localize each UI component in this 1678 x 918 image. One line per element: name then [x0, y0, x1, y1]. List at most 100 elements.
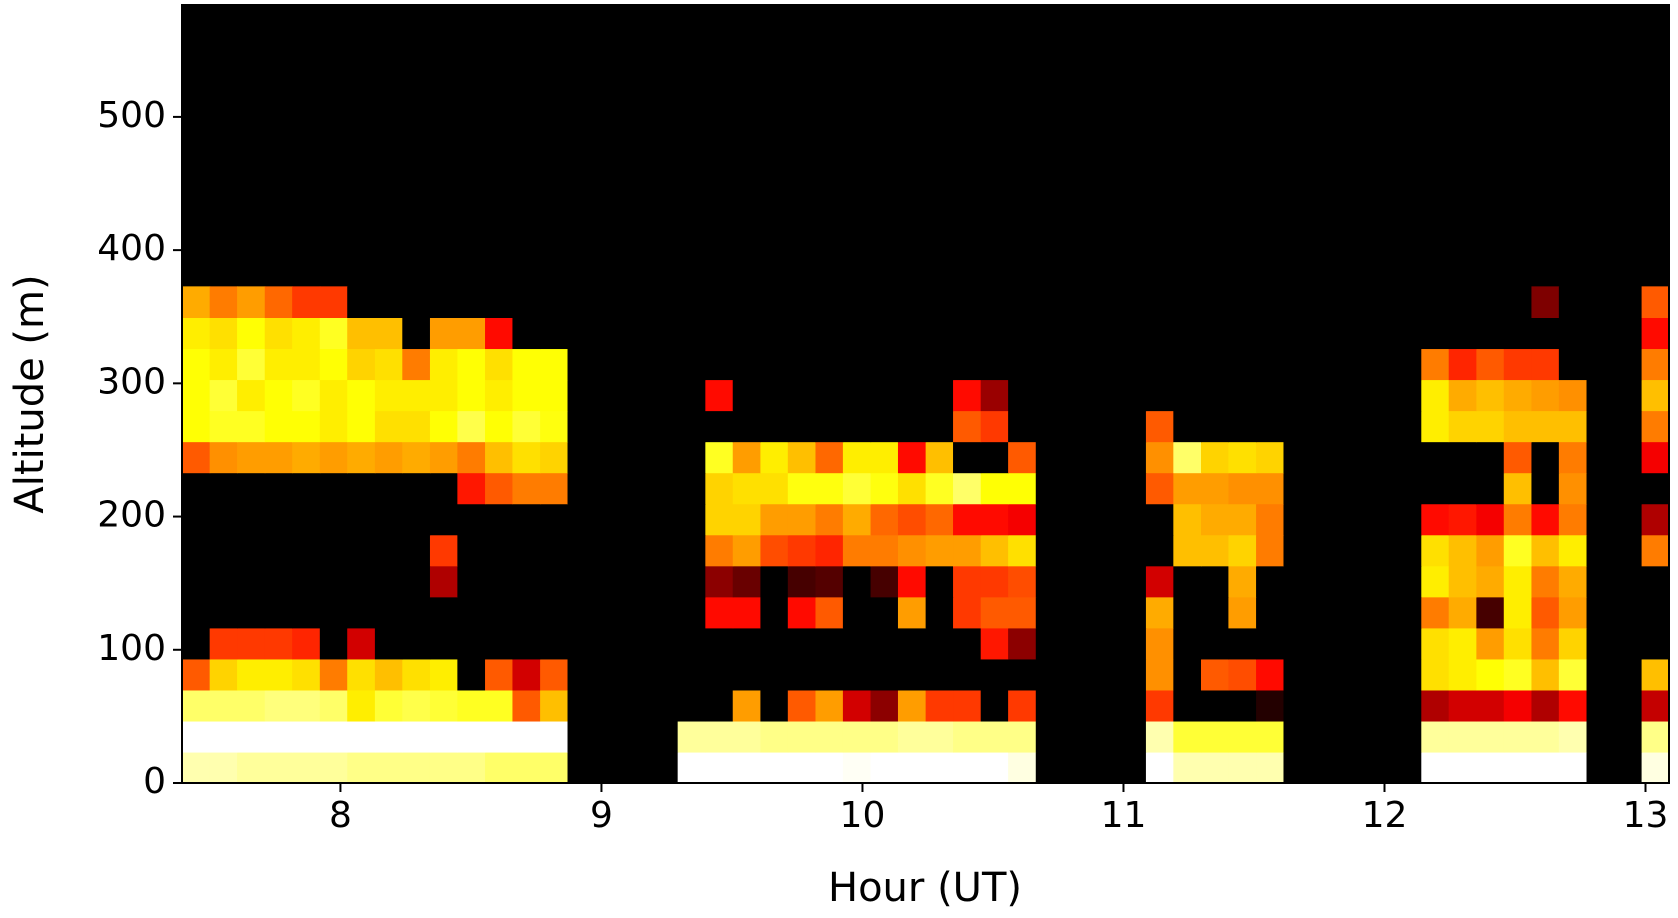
heatmap-cell	[567, 720, 596, 753]
heatmap-cell	[1063, 596, 1092, 629]
heatmap-cell	[1173, 410, 1202, 443]
heatmap-cell	[1641, 410, 1670, 443]
heatmap-cell	[209, 565, 238, 598]
heatmap-cell	[1228, 317, 1257, 350]
heatmap-cell	[1145, 720, 1174, 753]
heatmap-cell	[347, 348, 376, 381]
heatmap-cell	[1586, 565, 1615, 598]
heatmap-cell	[1201, 689, 1230, 722]
heatmap-cell	[732, 534, 762, 567]
heatmap-cell	[760, 472, 789, 505]
heatmap-cell	[1201, 410, 1230, 443]
heatmap-cell	[1558, 689, 1588, 722]
heatmap-cell	[622, 503, 651, 536]
heatmap-cell	[1090, 317, 1119, 350]
heatmap-cell	[512, 689, 541, 722]
heatmap-cell	[347, 534, 376, 567]
heatmap-cell	[1145, 503, 1174, 536]
heatmap-cell	[705, 286, 734, 318]
heatmap-cell	[347, 596, 376, 629]
heatmap-cell	[622, 720, 651, 753]
heatmap-cell	[925, 472, 954, 505]
heatmap-cell	[1613, 689, 1643, 722]
heatmap-cell	[1586, 286, 1615, 318]
heatmap-cell	[925, 503, 954, 536]
heatmap-cell	[1008, 348, 1037, 381]
heatmap-cell	[1503, 348, 1533, 381]
heatmap-cell	[374, 379, 403, 412]
heatmap-cell	[1338, 317, 1367, 350]
heatmap-cell	[540, 534, 569, 567]
heatmap-cell	[677, 534, 706, 567]
heatmap-cell	[1421, 286, 1450, 318]
heatmap-cell	[1311, 689, 1340, 722]
heatmap-cell	[1558, 348, 1588, 381]
heatmap-cell	[1531, 348, 1560, 381]
heatmap-cell	[347, 689, 376, 722]
heatmap-cell	[1118, 503, 1147, 536]
heatmap-cell	[209, 410, 238, 443]
heatmap-cell	[1366, 348, 1395, 381]
heatmap-cell	[1256, 348, 1285, 381]
heatmap-cell	[1035, 627, 1064, 660]
heatmap-cell	[1256, 658, 1285, 691]
heatmap-cell	[292, 627, 321, 660]
heatmap-cell	[1503, 565, 1533, 598]
heatmap-cell	[540, 658, 569, 691]
heatmap-cell	[374, 565, 403, 598]
heatmap-cell	[1393, 441, 1422, 474]
heatmap-cell	[1448, 534, 1477, 567]
heatmap-cell	[237, 658, 266, 691]
heatmap-cell	[1338, 534, 1367, 567]
heatmap-cell	[182, 627, 211, 660]
heatmap-cell	[237, 596, 266, 629]
heatmap-cell	[485, 472, 514, 505]
heatmap-cell	[209, 596, 238, 629]
x-tick-label: 11	[1101, 795, 1147, 836]
heatmap-cell	[1256, 720, 1285, 753]
heatmap-cell	[595, 348, 624, 381]
heatmap-cell	[512, 379, 541, 412]
heatmap-cell	[732, 689, 762, 722]
heatmap-cell	[1008, 441, 1037, 474]
heatmap-cell	[374, 441, 403, 474]
heatmap-cell	[595, 534, 624, 567]
heatmap-cell	[650, 534, 679, 567]
heatmap-cell	[1201, 379, 1230, 412]
heatmap-cell	[209, 317, 238, 350]
heatmap-cell	[1393, 348, 1422, 381]
heatmap-cell	[1311, 379, 1340, 412]
heatmap-cell	[1338, 627, 1367, 660]
heatmap-cell	[595, 317, 624, 350]
heatmap-cell	[209, 751, 238, 784]
heatmap-cell	[1613, 503, 1643, 536]
heatmap-cell	[1256, 751, 1285, 784]
heatmap-cell	[980, 720, 1009, 753]
heatmap-cell	[1338, 503, 1367, 536]
heatmap-cell	[595, 751, 624, 784]
heatmap-cell	[760, 503, 789, 536]
heatmap-cell	[402, 534, 431, 567]
heatmap-cell	[567, 503, 596, 536]
heatmap-cell	[567, 627, 596, 660]
heatmap-cell	[1035, 689, 1064, 722]
heatmap-cell	[870, 348, 899, 381]
heatmap-cell	[1531, 472, 1560, 505]
heatmap-cell	[815, 348, 844, 381]
heatmap-cell	[1366, 534, 1395, 567]
heatmap-cell	[980, 596, 1009, 629]
heatmap-cell	[1201, 503, 1230, 536]
heatmap-cell	[237, 441, 266, 474]
heatmap-cell	[787, 689, 817, 722]
heatmap-cell	[1118, 410, 1147, 443]
heatmap-cell	[209, 348, 238, 381]
heatmap-cell	[1228, 751, 1257, 784]
heatmap-cell	[1448, 348, 1477, 381]
heatmap-cell	[595, 410, 624, 443]
heatmap-cell	[815, 286, 844, 318]
heatmap-cell	[1366, 751, 1395, 784]
heatmap-cell	[1256, 410, 1285, 443]
heatmap-cell	[870, 317, 899, 350]
heatmap-cell	[347, 441, 376, 474]
heatmap-cell	[815, 472, 844, 505]
